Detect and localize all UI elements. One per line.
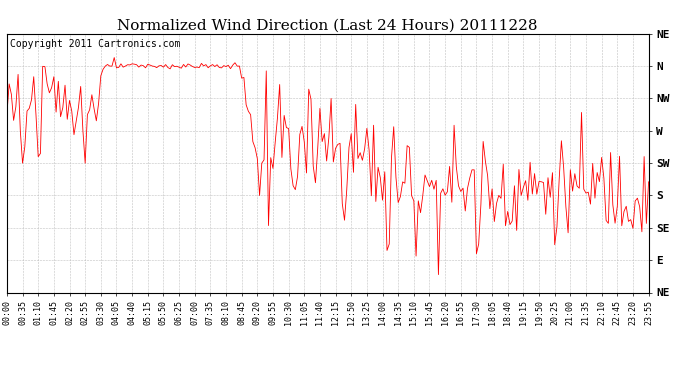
Text: Copyright 2011 Cartronics.com: Copyright 2011 Cartronics.com	[10, 39, 181, 49]
Title: Normalized Wind Direction (Last 24 Hours) 20111228: Normalized Wind Direction (Last 24 Hours…	[117, 19, 538, 33]
